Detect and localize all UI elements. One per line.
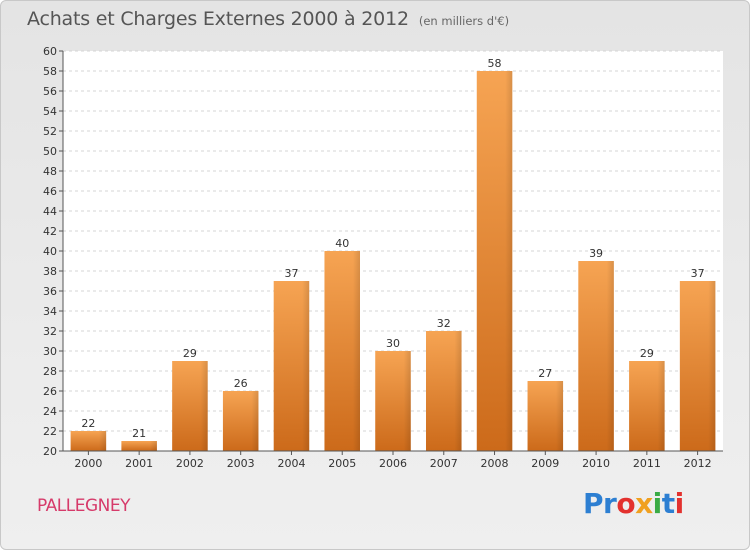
bar-shade-2007 [426, 331, 462, 451]
y-tick-label: 40 [43, 245, 57, 258]
x-tick-label-2005: 2005 [328, 457, 356, 470]
data-label-2010: 39 [589, 247, 603, 260]
bars [70, 71, 716, 451]
bar-shade-2001 [121, 441, 157, 451]
y-tick-label: 30 [43, 345, 57, 358]
y-tick-label: 20 [43, 445, 57, 458]
data-label-2000: 22 [81, 417, 95, 430]
data-label-2002: 29 [183, 347, 197, 360]
y-tick-label: 32 [43, 325, 57, 338]
axes [59, 50, 723, 455]
bar-shade-2009 [527, 381, 564, 451]
y-tick-label: 46 [43, 185, 57, 198]
y-tick-label: 44 [43, 205, 57, 218]
y-tick-label: 52 [43, 125, 57, 138]
data-label-2005: 40 [335, 237, 349, 250]
y-tick-label: 34 [43, 305, 57, 318]
chart-subtitle: (en milliers d'€) [418, 14, 510, 28]
data-label-2007: 32 [437, 317, 451, 330]
y-tick-label: 36 [43, 285, 57, 298]
commune-name: PALLEGNEY [37, 496, 131, 516]
bar-shade-2002 [172, 361, 208, 451]
x-tick-label-2011: 2011 [633, 457, 661, 470]
y-tick-label: 26 [43, 385, 57, 398]
y-tick-label: 28 [43, 365, 57, 378]
proxiti-logo[interactable]: Proxiti [583, 487, 684, 520]
y-tick-label: 42 [43, 225, 57, 238]
y-tick-label: 54 [43, 105, 57, 118]
x-tick-label-2006: 2006 [379, 457, 407, 470]
bar-shade-2012 [679, 281, 716, 451]
bar-shade-2000 [70, 431, 107, 451]
bar-shade-2008 [476, 71, 513, 451]
chart-title: Achats et Charges Externes 2000 à 2012 (e… [27, 8, 509, 30]
x-tick-label-2009: 2009 [531, 457, 559, 470]
x-tick-label-2003: 2003 [227, 457, 255, 470]
bar-shade-2010 [578, 261, 614, 451]
y-tick-label: 22 [43, 425, 57, 438]
y-tick-label: 58 [43, 65, 57, 78]
y-tick-label: 50 [43, 145, 57, 158]
labels: 20 22 24 26 28 30 32 34 36 38 40 42 44 46 48 50 52 54 56 58… [43, 45, 712, 470]
y-tick-label: 24 [43, 405, 57, 418]
data-label-2012: 37 [691, 267, 705, 280]
bar-shade-2003 [222, 391, 259, 451]
y-tick-label: 56 [43, 85, 57, 98]
x-tick-label-2012: 2012 [684, 457, 712, 470]
y-tick-label: 48 [43, 165, 57, 178]
bar-shade-2006 [375, 351, 411, 451]
y-tick-label: 38 [43, 265, 57, 278]
data-label-2004: 37 [284, 267, 298, 280]
x-tick-label-2007: 2007 [430, 457, 458, 470]
y-tick-label: 60 [43, 45, 57, 58]
data-label-2006: 30 [386, 337, 400, 350]
bar-shade-2011 [629, 361, 665, 451]
x-tick-label-2008: 2008 [481, 457, 509, 470]
data-label-2009: 27 [538, 367, 552, 380]
x-tick-label-2000: 2000 [74, 457, 102, 470]
chart-title-text: Achats et Charges Externes 2000 à 2012 [27, 8, 409, 30]
data-label-2001: 21 [132, 427, 146, 440]
data-label-2003: 26 [234, 377, 248, 390]
x-tick-label-2004: 2004 [277, 457, 305, 470]
data-label-2011: 29 [640, 347, 654, 360]
bar-shade-2004 [273, 281, 310, 451]
data-label-2008: 58 [488, 57, 502, 70]
x-tick-label-2010: 2010 [582, 457, 610, 470]
x-tick-label-2001: 2001 [125, 457, 153, 470]
bar-shade-2005 [324, 251, 360, 451]
x-tick-label-2002: 2002 [176, 457, 204, 470]
